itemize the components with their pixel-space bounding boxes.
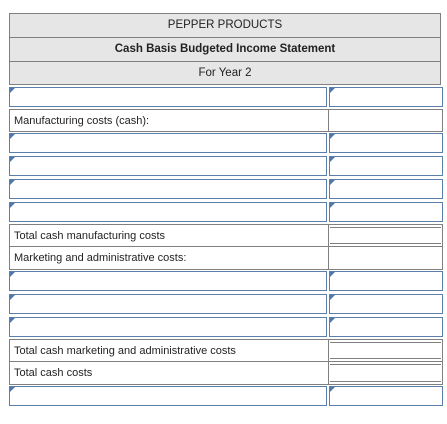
company-name: PEPPER PRODUCTS — [9, 13, 441, 38]
text-input[interactable] — [9, 317, 327, 337]
statement-period: For Year 2 — [9, 61, 441, 85]
total-row: Total cash costs — [9, 362, 443, 385]
amount-input[interactable] — [329, 271, 443, 291]
row-label: Marketing and administrative costs: — [14, 252, 187, 264]
statement-title: Cash Basis Budgeted Income Statement — [9, 37, 441, 62]
amount-input[interactable] — [329, 133, 443, 153]
row-label: Total cash manufacturing costs — [14, 230, 166, 242]
amount-input[interactable] — [329, 317, 443, 337]
row-label: Total cash marketing and administrative … — [14, 345, 236, 357]
label-row: Manufacturing costs (cash): — [9, 109, 443, 132]
total-cell — [330, 342, 441, 359]
input-row — [9, 155, 443, 178]
amount-input[interactable] — [329, 294, 443, 314]
row-label: Manufacturing costs (cash): — [14, 115, 150, 127]
total-row: Total cash marketing and administrative … — [9, 339, 443, 362]
column-divider — [328, 362, 329, 384]
input-row — [9, 132, 443, 155]
input-row — [9, 86, 443, 109]
input-row — [9, 201, 443, 224]
column-divider — [328, 110, 329, 131]
text-input[interactable] — [9, 133, 327, 153]
amount-input[interactable] — [329, 87, 443, 107]
label-row: Marketing and administrative costs: — [9, 247, 443, 270]
amount-input[interactable] — [329, 202, 443, 222]
text-input[interactable] — [9, 271, 327, 291]
total-cell — [330, 227, 441, 244]
column-divider — [328, 247, 329, 269]
text-input[interactable] — [9, 294, 327, 314]
column-divider — [328, 340, 329, 361]
total-cell — [330, 364, 441, 382]
text-input[interactable] — [9, 386, 327, 406]
input-row — [9, 293, 443, 316]
text-input[interactable] — [9, 179, 327, 199]
text-input[interactable] — [9, 156, 327, 176]
input-row — [9, 316, 443, 339]
amount-input[interactable] — [329, 156, 443, 176]
input-row — [9, 270, 443, 293]
column-divider — [328, 225, 329, 246]
row-label: Total cash costs — [14, 367, 93, 379]
input-row — [9, 178, 443, 201]
amount-input[interactable] — [329, 386, 443, 406]
text-input[interactable] — [9, 87, 327, 107]
total-row: Total cash manufacturing costs — [9, 224, 443, 247]
amount-input[interactable] — [329, 179, 443, 199]
input-row — [9, 385, 443, 408]
text-input[interactable] — [9, 202, 327, 222]
